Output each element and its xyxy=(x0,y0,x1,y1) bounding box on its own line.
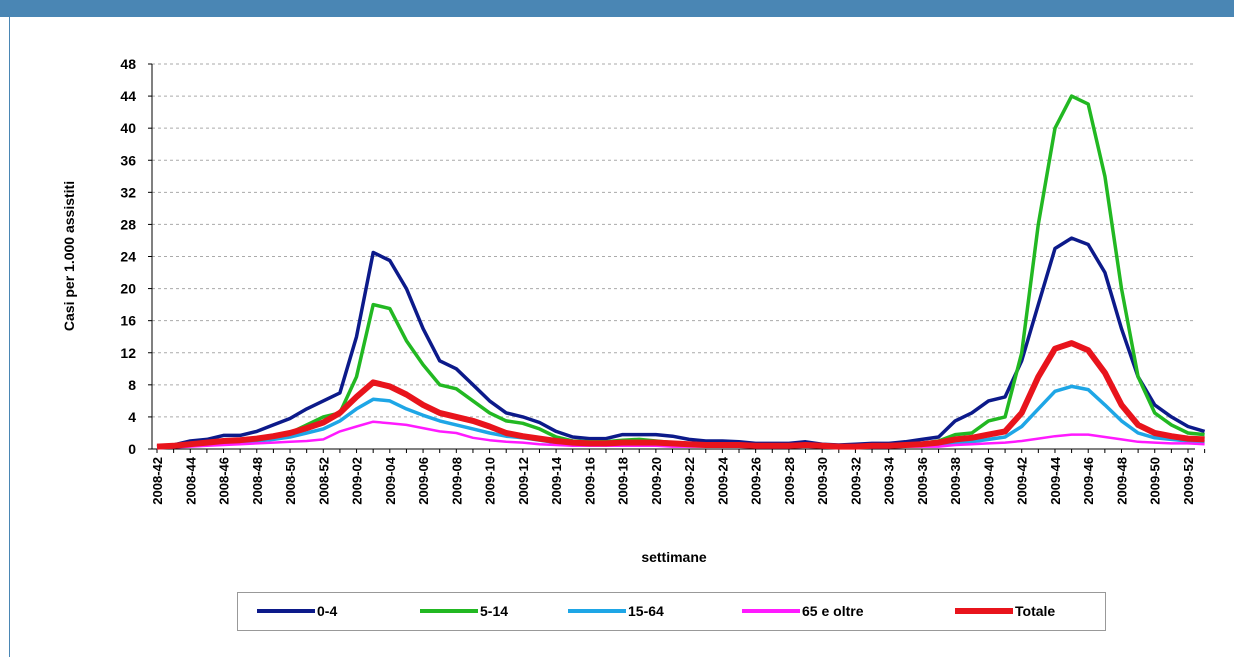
y-tick-label: 12 xyxy=(120,345,136,361)
x-tick-label: 2009-52 xyxy=(1181,457,1196,505)
x-tick-label: 2008-44 xyxy=(183,456,198,504)
x-tick-label: 2009-44 xyxy=(1048,456,1063,504)
x-tick-label: 2008-46 xyxy=(217,457,232,505)
x-tick-label: 2009-04 xyxy=(383,456,398,504)
x-axis-label: settimane xyxy=(641,549,707,565)
y-tick-label: 40 xyxy=(120,120,136,136)
x-tick-label: 2009-22 xyxy=(682,457,697,505)
y-tick-label: 44 xyxy=(120,88,136,104)
x-tick-label: 2009-02 xyxy=(350,457,365,505)
x-tick-label: 2009-12 xyxy=(516,457,531,505)
x-tick-label: 2009-50 xyxy=(1148,457,1163,505)
y-tick-label: 32 xyxy=(120,184,136,200)
x-tick-label: 2009-36 xyxy=(915,457,930,505)
legend-label: 15-64 xyxy=(628,603,664,619)
y-tick-label: 8 xyxy=(128,377,136,393)
x-tick-label: 2008-50 xyxy=(283,457,298,505)
y-tick-label: 36 xyxy=(120,152,136,168)
series-line xyxy=(156,236,1206,449)
y-tick-label: 20 xyxy=(120,281,136,297)
header-bar xyxy=(0,0,1234,17)
x-tick-label: 2009-32 xyxy=(848,457,863,505)
x-tick-label: 2009-06 xyxy=(416,457,431,505)
x-tick-label: 2009-20 xyxy=(649,457,664,505)
legend-label: Totale xyxy=(1015,603,1055,619)
y-tick-label: 28 xyxy=(120,216,136,232)
x-tick-label: 2009-38 xyxy=(948,457,963,505)
x-tick-label: 2009-28 xyxy=(782,457,797,505)
y-tick-label: 48 xyxy=(120,56,136,72)
x-tick-label: 2008-52 xyxy=(316,457,331,505)
x-tick-label: 2009-26 xyxy=(749,457,764,505)
y-tick-label: 24 xyxy=(120,249,136,265)
series-line xyxy=(156,340,1205,450)
legend-label: 0-4 xyxy=(317,603,337,619)
x-tick-label: 2009-08 xyxy=(449,457,464,505)
x-tick-label: 2009-30 xyxy=(815,457,830,505)
x-tick-label: 2009-42 xyxy=(1015,457,1030,505)
x-tick-label: 2009-34 xyxy=(882,456,897,504)
x-tick-label: 2009-16 xyxy=(582,457,597,505)
legend-label: 65 e oltre xyxy=(802,603,864,619)
x-tick-label: 2009-14 xyxy=(549,456,564,504)
x-tick-label: 2009-24 xyxy=(715,456,730,504)
x-tick-label: 2009-18 xyxy=(616,457,631,505)
x-tick-label: 2008-48 xyxy=(250,457,265,505)
x-tick-label: 2009-40 xyxy=(981,457,996,505)
y-axis-label: Casi per 1.000 assistiti xyxy=(61,181,77,331)
y-tick-label: 0 xyxy=(128,441,136,457)
x-tick-label: 2009-48 xyxy=(1114,457,1129,505)
legend-label: 5-14 xyxy=(480,603,508,619)
y-tick-label: 16 xyxy=(120,313,136,329)
y-tick-label: 4 xyxy=(128,409,136,425)
x-tick-label: 2008-42 xyxy=(150,457,165,505)
x-tick-label: 2009-10 xyxy=(483,457,498,505)
x-tick-label: 2009-46 xyxy=(1081,457,1096,505)
